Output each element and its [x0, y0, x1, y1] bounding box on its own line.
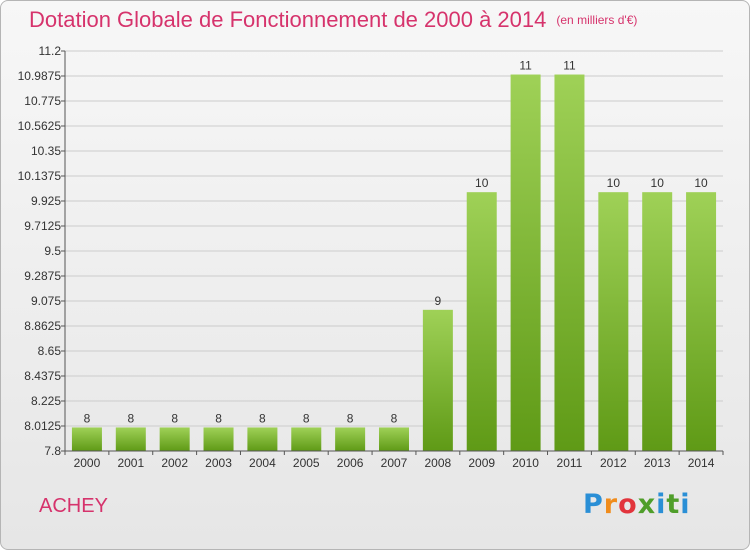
bar — [159, 427, 190, 451]
data-label: 9 — [435, 294, 442, 308]
bar — [71, 427, 102, 451]
x-axis: 2000 2001 2002 2003 2004 2005 2006 2007 2008 2009… — [64, 450, 724, 470]
x-tick-label: 2007 — [381, 456, 408, 470]
y-tick-label: 10.1375 — [18, 169, 62, 183]
data-label: 10 — [651, 176, 665, 190]
logo-letter: t — [666, 489, 681, 520]
y-tick-label: 8.0125 — [24, 419, 61, 433]
bar — [510, 74, 541, 451]
data-label: 8 — [84, 411, 91, 425]
bar — [115, 427, 146, 451]
bars: 8 8 8 8 8 8 8 8 9 10 11 11 10 10 10 — [71, 59, 717, 452]
x-tick-label: 2008 — [425, 456, 452, 470]
x-tick-label: 2013 — [644, 456, 671, 470]
logo-letter: i — [656, 489, 667, 520]
x-tick-label: 2001 — [117, 456, 144, 470]
y-tick-label: 10.775 — [24, 94, 61, 108]
proxiti-logo: Proxiti — [583, 489, 691, 520]
bar — [247, 427, 278, 451]
data-label: 8 — [303, 411, 310, 425]
y-tick-label: 9.2875 — [24, 269, 61, 283]
x-tick-label: 2009 — [468, 456, 495, 470]
data-label: 8 — [171, 411, 178, 425]
x-tick-label: 2000 — [74, 456, 101, 470]
y-tick-label: 9.7125 — [24, 219, 61, 233]
data-label: 8 — [347, 411, 354, 425]
y-tick-label: 8.4375 — [24, 369, 61, 383]
data-label: 8 — [127, 411, 134, 425]
y-tick-label: 9.075 — [31, 294, 61, 308]
data-label: 11 — [519, 59, 532, 73]
data-label: 11 — [563, 59, 576, 73]
bar — [466, 192, 497, 452]
bar — [554, 74, 585, 451]
bar — [422, 309, 453, 451]
y-tick-label: 8.225 — [31, 394, 61, 408]
y-axis: 7.8 8.0125 8.225 8.4375 8.65 8.8625 9.075 9.287… — [18, 44, 66, 458]
y-tick-label: 10.5625 — [18, 119, 62, 133]
bar — [379, 427, 409, 451]
y-tick-label: 8.8625 — [24, 319, 61, 333]
data-label: 8 — [391, 411, 398, 425]
data-label: 10 — [694, 176, 708, 190]
bar — [686, 192, 717, 452]
y-tick-label: 9.925 — [31, 194, 61, 208]
x-tick-label: 2012 — [600, 456, 627, 470]
x-tick-label: 2003 — [205, 456, 232, 470]
chart-title: Dotation Globale de Fonctionnement de 20… — [29, 7, 637, 33]
data-label: 10 — [607, 176, 621, 190]
x-tick-label: 2002 — [161, 456, 188, 470]
x-tick-label: 2011 — [557, 456, 583, 470]
logo-letter: r — [603, 489, 619, 520]
logo-letter: i — [680, 489, 691, 520]
data-label: 10 — [475, 176, 489, 190]
data-label: 8 — [259, 411, 266, 425]
bar — [291, 427, 322, 451]
y-tick-label: 8.65 — [38, 344, 62, 358]
x-tick-label: 2004 — [249, 456, 276, 470]
x-tick-label: 2014 — [688, 456, 715, 470]
y-tick-label: 11.2 — [39, 44, 62, 58]
y-tick-label: 9.5 — [44, 244, 61, 258]
x-tick-label: 2005 — [293, 456, 320, 470]
data-label: 8 — [215, 411, 222, 425]
logo-letter: o — [618, 489, 638, 520]
x-tick-label: 2006 — [337, 456, 364, 470]
bar — [642, 192, 673, 452]
chart-title-text: Dotation Globale de Fonctionnement de 20… — [29, 7, 547, 32]
chart-unit: (en milliers d'€) — [556, 13, 638, 27]
logo-letter: P — [583, 489, 604, 520]
bar — [335, 427, 366, 451]
commune-name: ACHEY — [39, 495, 108, 517]
y-tick-label: 10.9875 — [18, 69, 62, 83]
y-tick-label: 7.8 — [44, 444, 61, 458]
x-tick-label: 2010 — [512, 456, 539, 470]
y-tick-label: 10.35 — [31, 144, 61, 158]
bar — [203, 427, 234, 451]
bar — [598, 192, 629, 452]
logo-letter: x — [637, 489, 657, 520]
